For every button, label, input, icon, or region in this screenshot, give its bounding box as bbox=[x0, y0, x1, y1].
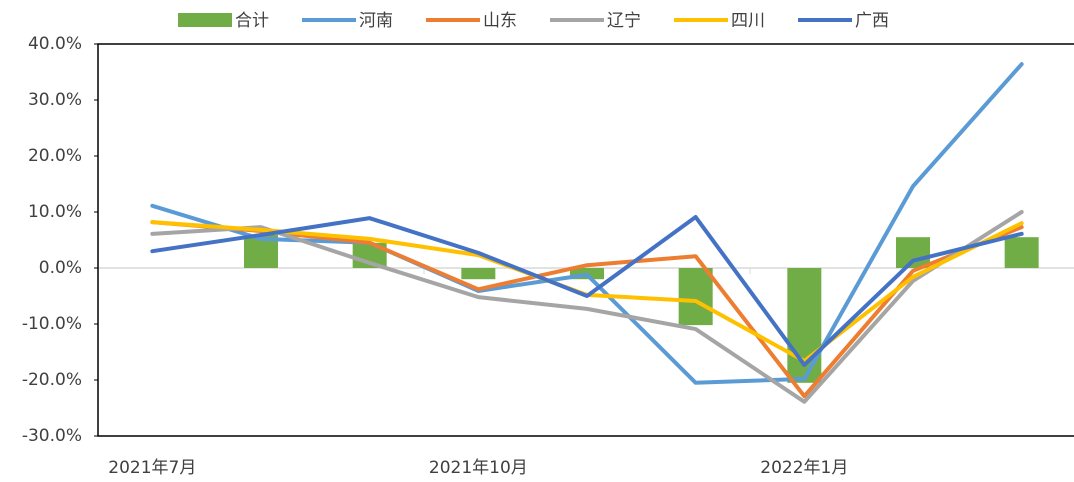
legend-label: 四川 bbox=[731, 11, 765, 31]
bar bbox=[461, 268, 496, 280]
y-tick-label: 30.0% bbox=[28, 90, 82, 110]
legend-label: 广西 bbox=[855, 11, 889, 31]
bar bbox=[678, 268, 713, 326]
y-tick-label: -30.0% bbox=[22, 426, 82, 446]
plot-frame bbox=[97, 43, 1074, 437]
y-tick-label: 0.0% bbox=[39, 258, 82, 278]
legend-swatch bbox=[178, 13, 232, 27]
y-tick-label: 10.0% bbox=[28, 202, 82, 222]
legend-label: 河南 bbox=[359, 11, 393, 31]
line bbox=[150, 215, 1024, 367]
y-tick-label: 20.0% bbox=[28, 146, 82, 166]
legend-label: 合计 bbox=[235, 11, 269, 31]
line bbox=[150, 62, 1024, 385]
line bbox=[150, 210, 1024, 404]
line bbox=[150, 220, 1024, 363]
legend-label: 山东 bbox=[483, 11, 517, 31]
y-tick-label: -10.0% bbox=[22, 314, 82, 334]
x-tick-label: 2021年7月 bbox=[108, 458, 196, 478]
x-tick-label: 2021年10月 bbox=[429, 458, 528, 478]
line bbox=[150, 220, 1024, 399]
x-tick-label: 2022年1月 bbox=[760, 458, 848, 478]
legend-label: 辽宁 bbox=[607, 11, 641, 31]
y-tick-label: -20.0% bbox=[22, 370, 82, 390]
y-tick-label: 40.0% bbox=[28, 34, 82, 54]
bar bbox=[1004, 237, 1039, 268]
